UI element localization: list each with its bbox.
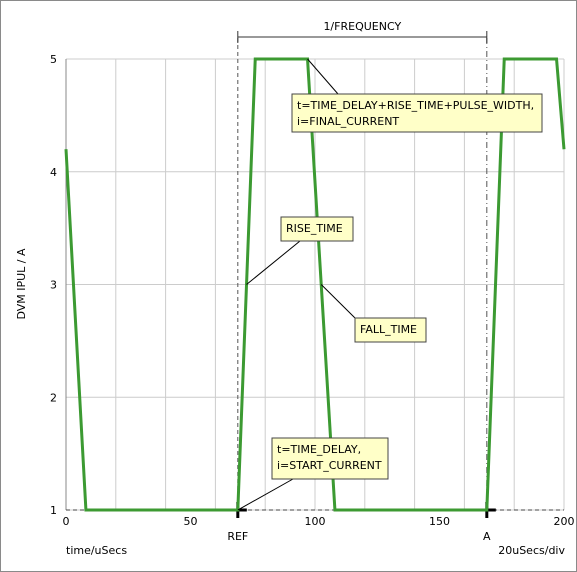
x-tick-label: 50 bbox=[184, 515, 198, 528]
y-tick-label: 5 bbox=[50, 53, 57, 66]
x-tick-label: 100 bbox=[305, 515, 326, 528]
scale-label: 20uSecs/div bbox=[498, 544, 565, 557]
tick-labels: 0 50 100 150 200 1 2 3 4 5 bbox=[50, 53, 575, 528]
y-axis-label: DVM IPUL / A bbox=[15, 248, 28, 320]
annotation-3: FALL_TIME bbox=[320, 284, 427, 343]
cursor-label-a: A bbox=[483, 530, 491, 543]
annotation-leader bbox=[307, 58, 339, 95]
y-tick-label: 3 bbox=[50, 279, 57, 292]
annotation-box bbox=[291, 93, 543, 133]
annotation-4: t=TIME_DELAY, i=START_CURRENT bbox=[237, 437, 389, 511]
annotation-text: RISE_TIME bbox=[286, 222, 343, 235]
annotation-text: FALL_TIME bbox=[360, 323, 417, 336]
x-tick-label: 200 bbox=[554, 515, 575, 528]
annotation-leader bbox=[320, 284, 356, 319]
frequency-dimension: 1/FREQUENCY bbox=[237, 20, 488, 43]
annotation-leader bbox=[246, 240, 301, 285]
grid bbox=[65, 58, 565, 511]
annotation-box bbox=[271, 437, 389, 480]
annotation-box bbox=[280, 216, 354, 242]
x-tick-label: 150 bbox=[429, 515, 450, 528]
annotation-text: t=TIME_DELAY+RISE_TIME+PULSE_WIDTH, bbox=[297, 99, 534, 112]
y-tick-label: 2 bbox=[50, 391, 57, 404]
annotation-text: i=START_CURRENT bbox=[277, 459, 382, 472]
annotation-box bbox=[354, 317, 427, 343]
annotation-leader bbox=[237, 478, 294, 511]
annotation-1: t=TIME_DELAY+RISE_TIME+PULSE_WIDTH, i=FIN… bbox=[291, 58, 543, 133]
y-tick-label: 1 bbox=[50, 504, 57, 517]
annotation-2: RISE_TIME bbox=[246, 216, 354, 285]
x-axis-label: time/uSecs bbox=[66, 544, 127, 557]
annotations: t=TIME_DELAY+RISE_TIME+PULSE_WIDTH, i=FIN… bbox=[237, 58, 543, 511]
annotation-text: t=TIME_DELAY, bbox=[277, 443, 361, 456]
dimension-label: 1/FREQUENCY bbox=[323, 20, 401, 33]
cursor-label-ref: REF bbox=[227, 530, 248, 543]
x-tick-label: 0 bbox=[63, 515, 70, 528]
y-tick-label: 4 bbox=[50, 166, 57, 179]
annotation-text: i=FINAL_CURRENT bbox=[297, 115, 399, 128]
